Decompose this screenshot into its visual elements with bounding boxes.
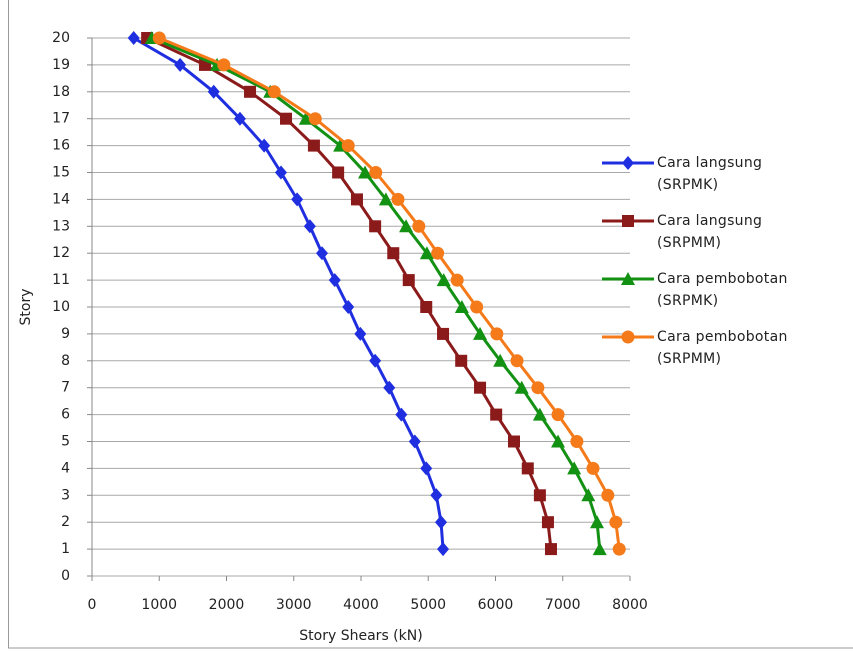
y-tick-label: 0 xyxy=(61,568,70,584)
marker xyxy=(534,489,546,501)
x-tick-label: 4000 xyxy=(343,597,379,613)
marker xyxy=(470,301,483,314)
marker xyxy=(451,274,464,287)
marker xyxy=(369,166,382,179)
x-tick-label: 6000 xyxy=(478,597,514,613)
y-tick-label: 2 xyxy=(61,514,70,530)
y-tick-label: 20 xyxy=(52,30,70,46)
marker xyxy=(268,85,281,98)
series-line xyxy=(159,38,619,549)
marker xyxy=(437,542,449,556)
marker xyxy=(455,355,467,367)
y-tick-label: 13 xyxy=(52,218,70,234)
marker xyxy=(316,246,328,260)
marker xyxy=(420,301,432,313)
marker xyxy=(342,300,354,314)
marker xyxy=(622,331,635,344)
y-axis-label: Story xyxy=(18,289,34,326)
y-tick-label: 4 xyxy=(61,460,70,476)
y-tick-label: 15 xyxy=(52,165,70,181)
y-tick-label: 9 xyxy=(61,326,70,342)
marker xyxy=(622,156,634,170)
marker xyxy=(332,167,344,179)
x-axis-label: Story Shears (kN) xyxy=(299,628,422,644)
marker xyxy=(474,382,486,394)
legend-label: Cara pembobotan (SRPMK) xyxy=(657,268,792,312)
x-tick-label: 1000 xyxy=(141,597,177,613)
x-tick-label: 3000 xyxy=(276,597,312,613)
y-tick-label: 17 xyxy=(52,111,70,127)
chart-area: Story Story Shears (kN) 0123456789101112… xyxy=(0,0,853,651)
marker xyxy=(587,462,600,475)
x-tick-label: 8000 xyxy=(612,597,648,613)
marker xyxy=(217,58,230,71)
y-tick-label: 18 xyxy=(52,84,70,100)
marker xyxy=(570,435,583,448)
marker xyxy=(329,273,341,287)
marker xyxy=(420,461,432,475)
marker xyxy=(613,543,626,556)
marker xyxy=(437,328,449,340)
legend-label: Cara pembobotan (SRPMM) xyxy=(657,326,792,370)
marker xyxy=(508,436,520,448)
marker xyxy=(351,193,363,205)
y-tick-label: 5 xyxy=(61,434,70,450)
x-tick-label: 7000 xyxy=(545,597,581,613)
marker xyxy=(304,219,316,233)
series-line xyxy=(147,38,551,549)
marker xyxy=(128,31,140,45)
x-tick-label: 5000 xyxy=(410,597,446,613)
marker xyxy=(153,32,166,45)
marker xyxy=(308,140,320,152)
marker xyxy=(522,462,534,474)
y-tick-label: 12 xyxy=(52,245,70,261)
marker xyxy=(622,215,634,227)
y-tick-label: 3 xyxy=(61,487,70,503)
y-tick-label: 10 xyxy=(52,299,70,315)
marker xyxy=(542,516,554,528)
marker xyxy=(435,515,447,529)
marker xyxy=(490,327,503,340)
marker xyxy=(369,220,381,232)
marker xyxy=(409,435,421,449)
y-tick-label: 14 xyxy=(52,191,70,207)
y-tick-label: 6 xyxy=(61,407,70,423)
marker xyxy=(387,247,399,259)
y-tick-label: 11 xyxy=(52,272,70,288)
marker xyxy=(244,86,256,98)
y-tick-label: 16 xyxy=(52,138,70,154)
x-tick-label: 0 xyxy=(88,597,97,613)
y-tick-label: 19 xyxy=(52,57,70,73)
marker xyxy=(511,354,524,367)
y-tick-label: 8 xyxy=(61,353,70,369)
marker xyxy=(342,139,355,152)
legend-label: Cara langsung (SRPMM) xyxy=(657,210,792,254)
x-tick-label: 2000 xyxy=(209,597,245,613)
y-tick-label: 1 xyxy=(61,541,70,557)
marker xyxy=(552,408,565,421)
marker xyxy=(412,220,425,233)
marker xyxy=(545,543,557,555)
marker xyxy=(395,408,407,422)
marker xyxy=(609,516,622,529)
marker xyxy=(403,274,415,286)
marker xyxy=(430,488,442,502)
marker xyxy=(309,112,322,125)
chart-border xyxy=(9,0,853,648)
marker xyxy=(490,409,502,421)
marker xyxy=(280,113,292,125)
marker xyxy=(531,381,544,394)
y-tick-label: 7 xyxy=(61,380,70,396)
marker xyxy=(601,489,614,502)
legend-label: Cara langsung (SRPMK) xyxy=(657,152,792,196)
marker xyxy=(431,247,444,260)
marker xyxy=(391,193,404,206)
